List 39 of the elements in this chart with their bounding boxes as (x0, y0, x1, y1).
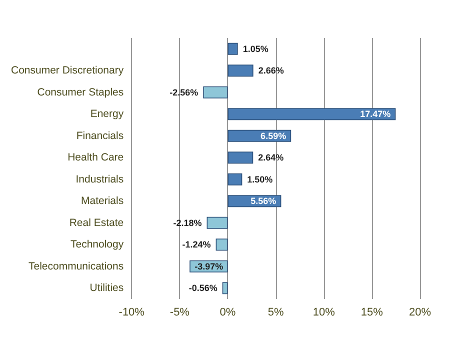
x-tick-label: 15% (360, 306, 384, 318)
data-label: -2.56% (170, 87, 198, 98)
data-label: 17.47% (360, 109, 391, 120)
data-label: 1.05% (242, 44, 268, 54)
x-tick-label: 0% (220, 306, 236, 318)
data-label: 1.50% (247, 174, 273, 184)
y-tick-label: Technology (70, 238, 124, 251)
bar (228, 42, 238, 55)
y-tick-label: Real Estate (69, 216, 124, 229)
data-label: -1.24% (182, 240, 211, 250)
bar (228, 173, 242, 186)
data-label: 6.59% (260, 130, 286, 141)
x-tick-label: 10% (312, 306, 336, 318)
x-tick-label: 20% (408, 306, 432, 318)
y-tick-label: Energy (90, 108, 124, 120)
bar (222, 282, 228, 294)
data-label: -0.56% (188, 283, 218, 294)
bar (228, 108, 396, 120)
bar (228, 152, 254, 164)
x-tick-label: -5% (170, 306, 190, 318)
y-tick-label: Utilities (90, 282, 124, 294)
data-label: -2.18% (173, 218, 202, 228)
bar (203, 86, 228, 98)
data-label: 2.66% (258, 66, 284, 76)
y-tick-label: Materials (81, 195, 124, 208)
data-label: 5.56% (250, 196, 276, 206)
bar (216, 238, 228, 251)
data-label: -3.97% (194, 261, 224, 272)
y-tick-label: Health Care (68, 152, 124, 164)
y-tick-label: Industrials (76, 173, 124, 186)
data-label: 2.64% (258, 152, 284, 163)
y-tick-label: Consumer Staples (37, 86, 124, 98)
y-tick-label: Financials (76, 130, 124, 142)
x-tick-label: -10% (118, 306, 145, 318)
bar (206, 216, 228, 229)
x-tick-label: 5% (268, 306, 284, 318)
y-tick-label: Consumer Discretionary (10, 64, 124, 77)
bar (228, 64, 254, 77)
y-tick-label: Telecommunications (28, 260, 124, 272)
